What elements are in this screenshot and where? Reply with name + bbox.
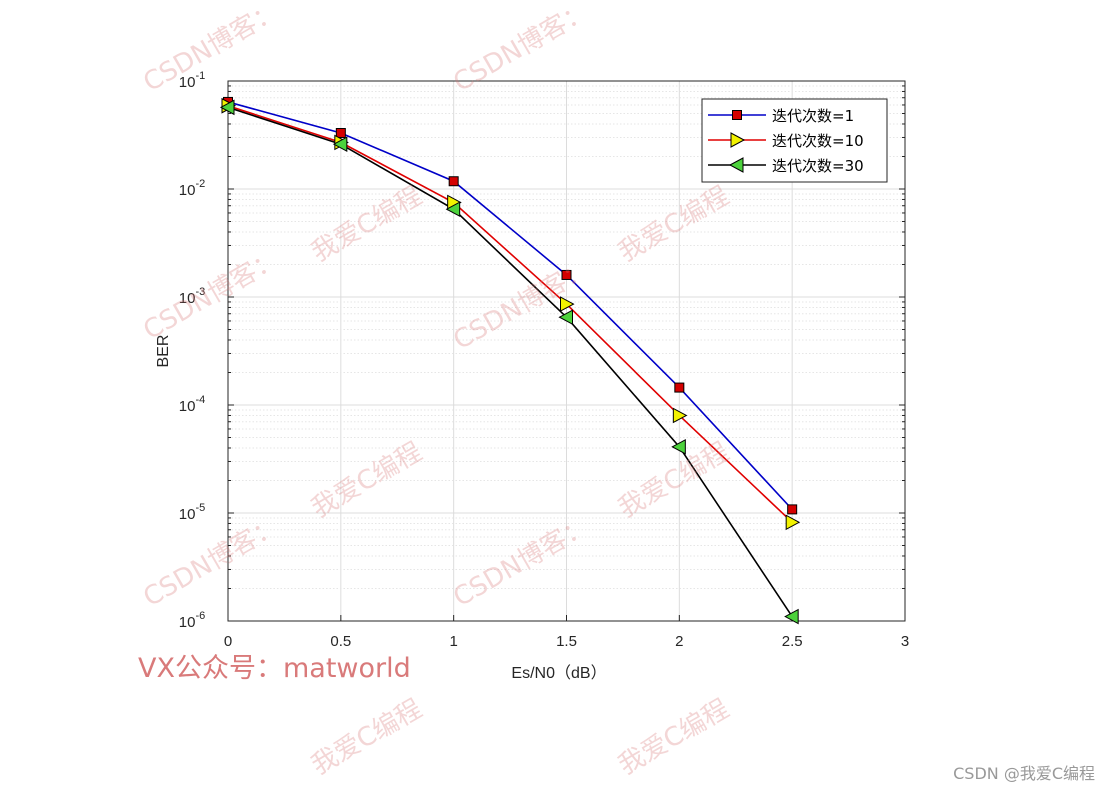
- y-tick-exponent: -4: [195, 394, 205, 406]
- y-tick-base: 10: [179, 290, 196, 307]
- watermark-credit: CSDN @我爱C编程: [953, 764, 1095, 783]
- grid: [227, 80, 906, 622]
- data-point-1: [674, 382, 685, 393]
- data-point-3: [219, 99, 235, 116]
- series-line-2: [227, 104, 793, 523]
- y-tick-label: 10-6: [179, 610, 205, 631]
- legend-label-3: 迭代次数=30: [772, 157, 864, 175]
- x-axis-title: Es/N0（dB）: [511, 664, 606, 682]
- y-axis-title: BER: [155, 335, 172, 368]
- y-tick-exponent: -1: [195, 70, 205, 82]
- data-point-1: [335, 128, 346, 139]
- y-tick-base: 10: [179, 182, 196, 199]
- watermark-love: 我爱C编程: [614, 694, 735, 781]
- series-line-3: [227, 106, 793, 617]
- y-tick-base: 10: [179, 74, 196, 91]
- y-tick-label: 10-3: [179, 286, 205, 307]
- y-tick-label: 10-2: [179, 178, 205, 199]
- watermark-love: 我爱C编程: [307, 694, 428, 781]
- watermark-vx: VX公众号：matworld: [138, 653, 411, 684]
- y-tick-exponent: -3: [195, 286, 205, 298]
- x-tick-label: 2.5: [782, 633, 803, 650]
- y-tick-exponent: -6: [195, 610, 205, 622]
- x-tick-label: 3: [901, 633, 909, 650]
- x-tick-label: 2: [675, 633, 683, 650]
- y-tick-label: 10-5: [179, 502, 205, 523]
- legend: 迭代次数=1 迭代次数=10 迭代次数=30: [701, 98, 888, 183]
- legend-label-2: 迭代次数=10: [772, 132, 864, 150]
- y-tick-base: 10: [179, 614, 196, 631]
- y-tick-label: 10-4: [179, 394, 205, 415]
- data-point-1: [561, 269, 572, 280]
- legend-marker-3: [728, 157, 744, 173]
- data-point-3: [558, 309, 573, 326]
- data-point-3: [671, 438, 686, 455]
- y-tick-label: 10-1: [179, 70, 205, 91]
- y-tick-base: 10: [179, 398, 196, 415]
- x-tick-label: 1: [449, 633, 457, 650]
- data-point-1: [448, 176, 459, 187]
- axis-ticks: 0 0.5 1 1.5 2 2.5 310-610-510-410-310-210-1: [179, 70, 909, 650]
- data-point-3: [445, 201, 461, 218]
- x-tick-label: 1.5: [556, 633, 577, 650]
- data-point-2: [672, 407, 688, 424]
- data-point-3: [784, 608, 799, 625]
- x-tick-label: 0: [224, 633, 232, 650]
- x-tick-label: 0.5: [330, 633, 351, 650]
- legend-marker-2: [730, 132, 746, 148]
- data-point-2: [785, 514, 801, 531]
- series-line-1: [227, 101, 793, 510]
- data-point-1: [787, 504, 798, 515]
- legend-label-1: 迭代次数=1: [772, 107, 854, 125]
- y-tick-base: 10: [179, 506, 196, 523]
- y-tick-exponent: -5: [195, 502, 205, 514]
- data-point-3: [332, 136, 348, 153]
- series-lines: [219, 96, 801, 625]
- y-tick-exponent: -2: [195, 178, 205, 190]
- data-point-2: [560, 296, 575, 312]
- legend-marker-1: [732, 110, 742, 120]
